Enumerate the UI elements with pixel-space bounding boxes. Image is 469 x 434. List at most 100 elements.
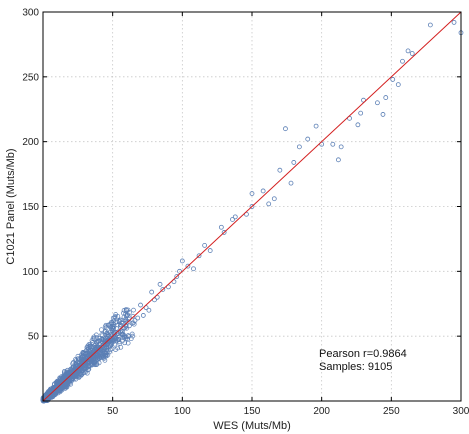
x-tick-label: 200	[313, 406, 330, 417]
cloud-point	[80, 357, 86, 362]
data-point	[207, 248, 213, 253]
data-point	[283, 126, 288, 132]
data-point	[383, 95, 389, 100]
data-point	[330, 141, 336, 147]
data-point	[249, 204, 255, 209]
cloud-point	[88, 343, 93, 349]
data-point	[179, 258, 185, 264]
cloud-point	[121, 333, 127, 338]
data-point	[451, 19, 457, 25]
cloud-point	[104, 333, 110, 339]
y-tick-label: 250	[22, 72, 39, 83]
cloud-point	[94, 339, 100, 345]
data-point	[374, 100, 380, 106]
cloud-point	[117, 322, 123, 328]
data-point	[260, 188, 266, 194]
cloud-point	[107, 321, 113, 327]
cloud-point	[92, 362, 98, 368]
data-point	[380, 112, 386, 117]
data-point	[296, 144, 302, 150]
cloud-point	[67, 369, 73, 374]
data-point	[266, 201, 272, 207]
cloud-point	[69, 367, 75, 373]
data-point	[221, 230, 227, 235]
cloud-point	[82, 365, 87, 371]
pearson-annotation: Pearson r=0.9864	[319, 348, 407, 360]
cloud-point	[109, 346, 115, 352]
cloud-point	[115, 345, 121, 351]
data-point	[291, 160, 297, 165]
cloud-point	[84, 352, 89, 357]
data-point	[129, 320, 135, 326]
cloud-point	[107, 329, 113, 335]
fit-line	[42, 11, 462, 402]
data-point	[99, 344, 104, 349]
data-point	[101, 346, 107, 352]
data-point	[409, 51, 415, 56]
data-point	[140, 313, 146, 318]
cloud-point	[131, 307, 136, 313]
data-point	[174, 274, 180, 279]
data-point	[196, 253, 202, 259]
data-point	[400, 58, 405, 64]
data-point	[149, 289, 155, 295]
data-point	[355, 122, 361, 128]
data-point	[338, 144, 344, 150]
y-axis-ticks: 50 100 150 200 250 300	[22, 8, 461, 343]
cloud-point	[110, 324, 116, 329]
cloud-point	[113, 338, 119, 344]
data-point	[202, 242, 208, 248]
x-tick-label: 50	[107, 406, 119, 417]
data-point	[313, 123, 319, 129]
data-point	[146, 307, 152, 313]
cloud-point	[127, 310, 132, 315]
cloud-point	[57, 378, 63, 384]
data-point	[249, 191, 255, 196]
cloud-point	[83, 348, 89, 354]
cloud-point	[118, 344, 124, 350]
x-tick-label: 300	[453, 406, 469, 417]
data-point	[390, 77, 396, 82]
cloud-point	[69, 366, 75, 371]
grid	[43, 12, 461, 401]
cloud-point	[62, 375, 68, 381]
cloud-point	[107, 349, 112, 355]
y-axis-label: C1021 Panel (Muts/Mb)	[5, 148, 17, 264]
data-point	[358, 110, 364, 116]
data-point	[126, 323, 132, 329]
data-point	[427, 22, 433, 28]
cloud-point	[87, 355, 93, 361]
y-tick-label: 50	[28, 332, 40, 343]
x-axis-label: WES (Muts/Mb)	[213, 420, 291, 432]
cloud-point	[124, 325, 129, 331]
y-tick-label: 100	[22, 267, 39, 278]
data-point	[191, 266, 196, 272]
cloud-point	[122, 340, 128, 346]
data-point	[305, 136, 311, 142]
x-tick-label: 150	[244, 406, 261, 417]
cloud-point	[115, 313, 121, 319]
data-point	[405, 48, 411, 54]
data-point	[185, 263, 191, 269]
data-point	[277, 167, 283, 173]
data-point	[160, 287, 166, 292]
data-point	[124, 307, 129, 313]
cloud-point	[129, 331, 135, 337]
cloud-point	[130, 313, 136, 319]
cloud-point	[123, 317, 129, 323]
data-point	[395, 82, 401, 88]
cloud-point	[121, 310, 126, 316]
x-tick-label: 100	[174, 406, 191, 417]
samples-annotation: Samples: 9105	[319, 361, 392, 373]
cloud-point	[53, 380, 59, 386]
cloud-point	[92, 336, 97, 342]
cloud-point	[95, 357, 100, 362]
cloud-point	[99, 327, 104, 333]
cloud-point	[104, 349, 110, 355]
y-tick-label: 200	[22, 137, 39, 148]
cloud-point	[130, 333, 136, 339]
data-point	[157, 281, 163, 287]
cloud-point	[58, 377, 63, 382]
cloud-point	[110, 339, 116, 345]
